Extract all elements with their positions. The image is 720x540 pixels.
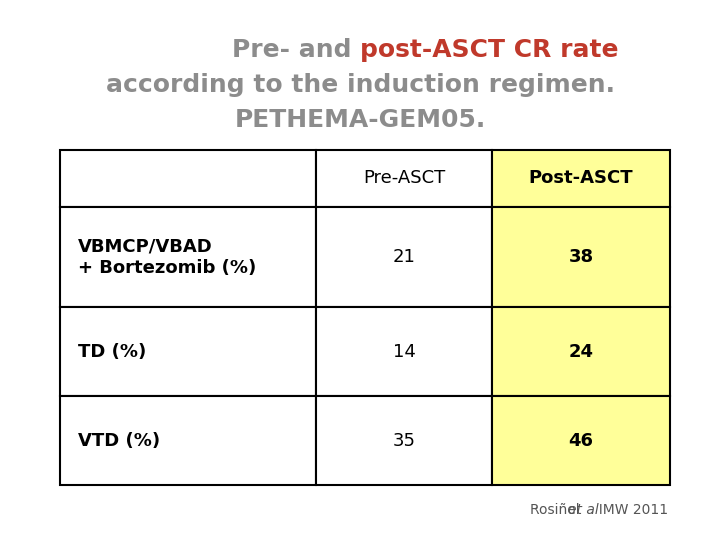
Bar — [316, 396, 492, 485]
Text: post-ASCT CR rate: post-ASCT CR rate — [360, 38, 618, 62]
Text: TD (%): TD (%) — [78, 343, 146, 361]
Text: 46: 46 — [569, 431, 593, 450]
Text: 21: 21 — [392, 248, 415, 266]
Text: . IMW 2011: . IMW 2011 — [590, 503, 668, 517]
Text: Pre- and: Pre- and — [232, 38, 360, 62]
Bar — [316, 307, 492, 396]
Bar — [60, 150, 316, 207]
Text: 14: 14 — [392, 343, 415, 361]
Bar — [316, 207, 492, 307]
Text: Pre-ASCT: Pre-ASCT — [363, 170, 445, 187]
Text: 35: 35 — [392, 431, 415, 450]
Bar — [492, 150, 670, 207]
Bar — [492, 307, 670, 396]
Text: VBMCP/VBAD
+ Bortezomib (%): VBMCP/VBAD + Bortezomib (%) — [78, 238, 256, 276]
Bar — [316, 150, 492, 207]
Text: according to the induction regimen.: according to the induction regimen. — [106, 73, 614, 97]
Text: 38: 38 — [568, 248, 593, 266]
Bar — [60, 396, 316, 485]
Bar — [60, 307, 316, 396]
Text: Post-ASCT: Post-ASCT — [528, 170, 634, 187]
Text: 24: 24 — [569, 343, 593, 361]
Text: PETHEMA-GEM05.: PETHEMA-GEM05. — [235, 108, 485, 132]
Bar — [492, 396, 670, 485]
Bar — [492, 207, 670, 307]
Text: Rosiñol: Rosiñol — [530, 503, 584, 517]
Text: et al: et al — [568, 503, 599, 517]
Bar — [60, 207, 316, 307]
Text: VTD (%): VTD (%) — [78, 431, 160, 450]
